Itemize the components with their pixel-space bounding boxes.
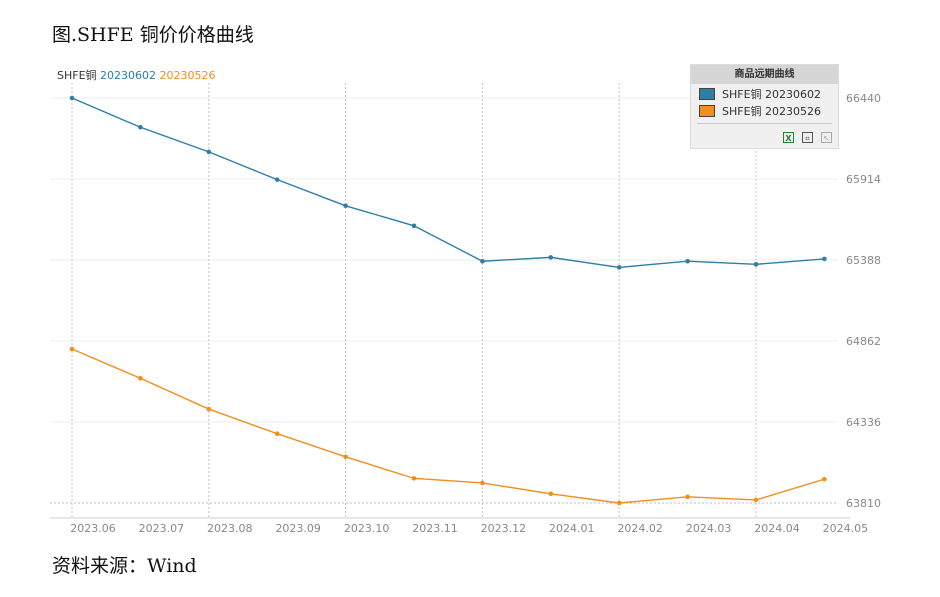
series-caption-prefix: SHFE铜 (57, 68, 100, 82)
data-point (480, 258, 485, 264)
y-tick-label: 63810 (846, 497, 881, 510)
data-point (343, 203, 348, 209)
figure-title: 图.SHFE 铜价价格曲线 (52, 24, 254, 46)
legend-title: 商品远期曲线 (691, 65, 838, 84)
x-tick-label: 2024.03 (686, 522, 732, 535)
x-tick-label: 2023.09 (275, 522, 321, 535)
data-point (69, 95, 75, 101)
series-line-2 (71, 348, 825, 504)
x-tick-label: 2023.10 (344, 522, 390, 535)
data-point (616, 500, 622, 506)
data-point (69, 346, 75, 352)
legend-item-series-2[interactable]: SHFE铜 20230526 (691, 103, 838, 120)
data-point (480, 480, 485, 486)
x-tick-label: 2023.12 (481, 522, 527, 535)
data-point (274, 177, 280, 182)
data-point (753, 262, 759, 267)
data-point (685, 494, 690, 500)
series-caption-entry: 20230602 (100, 69, 160, 82)
data-point (753, 497, 759, 503)
data-point (822, 256, 827, 262)
y-tick-label: 64336 (846, 416, 881, 429)
x-tick-label: 2024.01 (549, 522, 595, 535)
x-tick-label: 2024.04 (754, 522, 800, 535)
legend-swatch-series-2 (699, 105, 715, 117)
legend-swatch-series-1 (699, 88, 715, 100)
y-tick-label: 66440 (846, 92, 881, 105)
data-point (685, 258, 690, 264)
data-point (822, 476, 827, 482)
legend-item-series-1[interactable]: SHFE铜 20230602 (691, 86, 838, 103)
series-caption: SHFE铜 20230602 20230526 (57, 68, 216, 82)
series-caption-entry: 20230526 (160, 69, 216, 82)
x-tick-label: 2023.07 (139, 522, 185, 535)
data-point (206, 406, 212, 412)
y-tick-label: 65914 (846, 173, 881, 186)
y-tick-label: 65388 (846, 254, 881, 267)
legend-label-series-1: SHFE铜 20230602 (722, 88, 822, 101)
data-point (138, 375, 143, 381)
data-point (274, 431, 280, 437)
data-point (343, 454, 348, 460)
source-note: 资料来源：Wind (52, 555, 197, 577)
data-point (138, 124, 143, 130)
x-tick-label: 2023.11 (412, 522, 458, 535)
data-point (548, 491, 554, 497)
legend-label-series-2: SHFE铜 20230526 (722, 105, 822, 118)
data-point (548, 255, 554, 260)
x-tick-label: 2023.06 (70, 522, 116, 535)
x-tick-label: 2023.08 (207, 522, 253, 535)
data-point (411, 223, 417, 229)
y-tick-label: 64862 (846, 335, 881, 348)
legend-panel: 商品远期曲线 SHFE铜 20230602 SHFE铜 20230526 X ⌗… (690, 64, 839, 149)
series-line-1 (71, 97, 825, 269)
x-tick-label: 2024.05 (823, 522, 869, 535)
data-point (206, 149, 212, 155)
legend-toolbar: X ⌗ ↖ (783, 132, 832, 143)
x-tick-label: 2024.02 (617, 522, 663, 535)
excel-export-icon[interactable]: X (783, 132, 794, 143)
crop-icon[interactable]: ⌗ (802, 132, 813, 143)
data-point (616, 265, 622, 270)
data-point (411, 476, 417, 481)
expand-icon[interactable]: ↖ (821, 132, 832, 143)
legend-divider (697, 123, 832, 124)
